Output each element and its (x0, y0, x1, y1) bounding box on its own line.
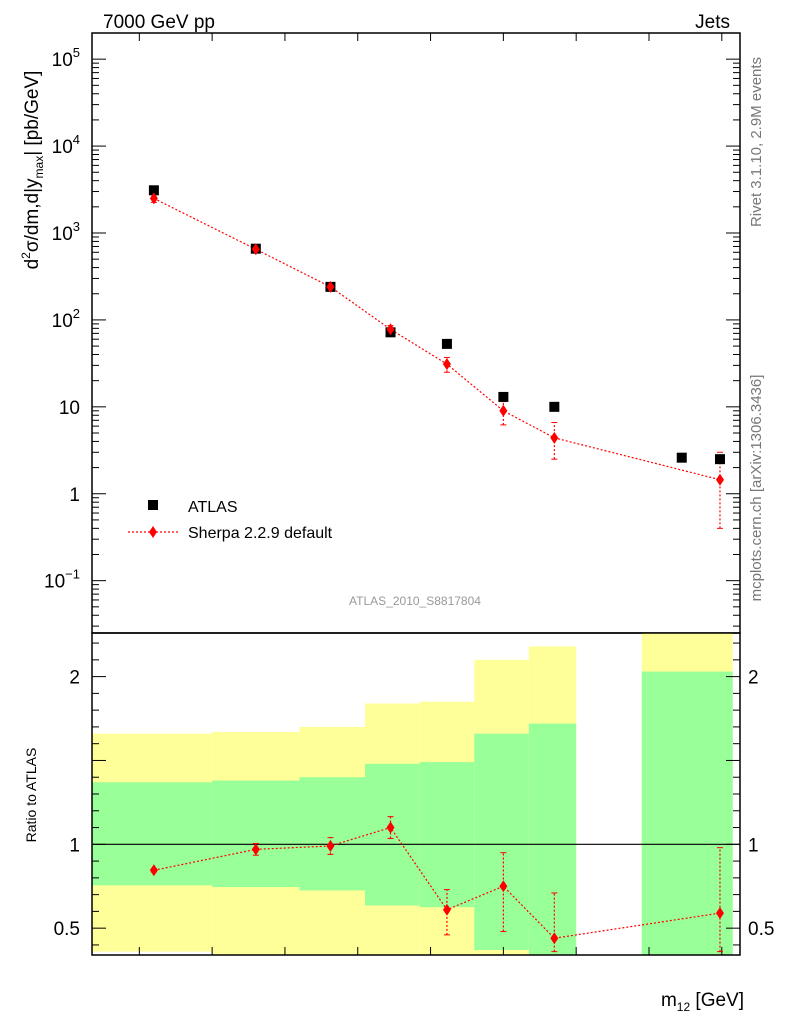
header-left: 7000 GeV pp (103, 12, 215, 33)
ratio-xlabel-unit: [GeV] (690, 990, 744, 1011)
rivet-label: Rivet 3.1.10, 2.9M events (748, 57, 765, 227)
sherpa-point (326, 280, 335, 293)
atlas-point (676, 452, 687, 463)
ratio-ytick-label-left: 2 (69, 668, 80, 689)
legend-sherpa-marker (149, 526, 157, 538)
ratio-frame (91, 632, 741, 956)
legend-atlas-marker (148, 500, 158, 510)
ratio-sherpa-point (499, 880, 508, 893)
atlas-point (148, 185, 159, 196)
ratio-sherpa-point (251, 843, 260, 856)
main-ytick-label: 10 (59, 398, 80, 419)
main-ylabel-suffix: | [pb/GeV] (22, 71, 43, 156)
main-frame (91, 32, 741, 634)
mcplots-label: mcplots.cern.ch [arXiv:1306.3436] (748, 375, 765, 602)
main-ylabel-sub: max (32, 156, 46, 179)
main-ytick-label: 10−1 (44, 567, 80, 593)
main-ytick-label-sup: 2 (73, 306, 80, 321)
main-ytick-label-base: 10 (52, 224, 73, 245)
ratio-ytick-label-left: 1 (69, 835, 80, 856)
ratio-ytick-label-right: 1 (748, 835, 759, 856)
legend: ATLAS Sherpa 2.2.9 default (128, 499, 333, 542)
atlas-point (549, 401, 560, 412)
ratio-ytick-label-left: 0.5 (54, 919, 80, 940)
sherpa-point (715, 473, 724, 486)
green-band-2 (299, 777, 366, 891)
ratio-sherpa-point (326, 839, 335, 852)
main-ytick-label-sup: 5 (73, 45, 80, 60)
main-ytick-label: 103 (52, 219, 80, 245)
main-ylabel: d2σ/dm,d|ymax| [pb/GeV] (19, 71, 46, 270)
ratio-xlabel-main: m (661, 990, 677, 1011)
ratio-sherpa-point (715, 907, 724, 920)
ratio-xlabel: m12 [GeV] (661, 990, 744, 1014)
header-right: Jets (695, 12, 730, 33)
main-ytick-label-sup: 4 (73, 132, 80, 147)
ratio-panel: 0.5 0.5 1 1 2 2 (54, 632, 774, 956)
main-ytick-label-sup: −1 (65, 567, 80, 582)
legend-sherpa-label: Sherpa 2.2.9 default (188, 525, 333, 542)
main-ytick-label-base: 10 (52, 137, 73, 158)
ratio-xlabel-sub: 12 (677, 1000, 691, 1014)
ratio-sherpa-point (386, 821, 395, 834)
green-band-1 (212, 780, 300, 888)
green-band-5 (474, 733, 529, 950)
ratio-ytick-label-right: 2 (748, 668, 759, 689)
ratio-ylabel: Ratio to ATLAS (23, 748, 39, 843)
main-ytick-label-base: 10 (59, 398, 80, 419)
sherpa-point (251, 243, 260, 256)
atlas-point (441, 338, 452, 349)
green-band-3 (365, 763, 420, 906)
green-band-6 (528, 723, 577, 955)
atlas-point (714, 454, 725, 465)
analysis-id: ATLAS_2010_S8817804 (349, 594, 481, 608)
main-ytick-label-base: 1 (69, 485, 80, 506)
sherpa-point (499, 404, 508, 417)
sherpa-point (149, 192, 158, 205)
ratio-sherpa-point (442, 903, 451, 916)
legend-atlas-label: ATLAS (188, 499, 238, 516)
sherpa-point (442, 358, 451, 371)
main-ytick-label: 102 (52, 306, 80, 332)
ratio-sherpa-point (550, 932, 559, 945)
green-band-4 (419, 762, 475, 908)
ratio-ytick-label-right: 0.5 (748, 919, 774, 940)
main-ylabel-sup: 2 (19, 252, 33, 259)
ratio-sherpa-line (153, 826, 721, 939)
ratio-sherpa-point (149, 864, 158, 877)
main-ylabel-mid: σ/dm,d|y (22, 178, 43, 252)
sherpa-point (386, 323, 395, 336)
main-ylabel-prefix: d (22, 259, 43, 270)
sherpa-point (550, 431, 559, 444)
main-ytick-label-base: 10 (52, 311, 73, 332)
main-ytick-label-base: 10 (44, 572, 65, 593)
main-ytick-label: 104 (52, 132, 80, 158)
main-ytick-label: 1 (69, 485, 80, 506)
atlas-point (498, 391, 509, 402)
main-ytick-label: 105 (52, 45, 80, 71)
main-ytick-label-base: 10 (52, 50, 73, 71)
sherpa-line (153, 197, 721, 481)
green-band-7 (641, 671, 733, 955)
main-ytick-label-sup: 3 (73, 219, 80, 234)
